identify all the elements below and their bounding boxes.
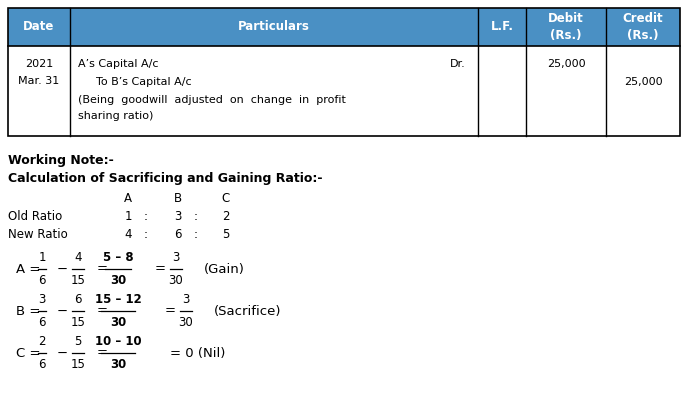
Text: (Sacrifice): (Sacrifice) bbox=[214, 305, 281, 317]
Text: Working Note:-: Working Note:- bbox=[8, 154, 114, 167]
Text: =: = bbox=[96, 263, 107, 276]
Text: Calculation of Sacrificing and Gaining Ratio:-: Calculation of Sacrificing and Gaining R… bbox=[8, 172, 323, 185]
Text: A: A bbox=[124, 191, 132, 205]
Bar bbox=[526, 46, 606, 136]
Bar bbox=[478, 8, 526, 46]
Text: :: : bbox=[194, 210, 198, 222]
Text: = 0 (Nil): = 0 (Nil) bbox=[170, 347, 226, 359]
Text: 4: 4 bbox=[74, 251, 82, 264]
Text: 5: 5 bbox=[74, 335, 82, 348]
Text: Old Ratio: Old Ratio bbox=[8, 210, 62, 222]
Text: −: − bbox=[56, 305, 67, 317]
Text: sharing ratio): sharing ratio) bbox=[78, 111, 153, 121]
Bar bbox=[70, 8, 478, 46]
Text: −: − bbox=[56, 347, 67, 359]
Text: (Being  goodwill  adjusted  on  change  in  profit: (Being goodwill adjusted on change in pr… bbox=[78, 95, 346, 105]
Text: B =: B = bbox=[16, 305, 45, 317]
Text: 3: 3 bbox=[174, 210, 182, 222]
Text: 5 – 8: 5 – 8 bbox=[103, 251, 133, 264]
Text: L.F.: L.F. bbox=[491, 20, 513, 34]
Text: =: = bbox=[96, 305, 107, 317]
Text: Mar. 31: Mar. 31 bbox=[19, 76, 60, 86]
Text: Particulars: Particulars bbox=[238, 20, 310, 34]
Text: (Gain): (Gain) bbox=[204, 263, 245, 276]
Bar bbox=[478, 46, 526, 136]
Text: 30: 30 bbox=[110, 274, 126, 287]
Text: A’s Capital A/c: A’s Capital A/c bbox=[78, 59, 158, 69]
Text: 3: 3 bbox=[39, 293, 45, 306]
Text: 30: 30 bbox=[110, 316, 126, 329]
Text: Dr.: Dr. bbox=[450, 59, 466, 69]
Text: 4: 4 bbox=[125, 227, 131, 241]
Text: 15: 15 bbox=[71, 316, 85, 329]
Text: 5: 5 bbox=[222, 227, 230, 241]
Bar bbox=[70, 46, 478, 136]
Bar bbox=[8, 8, 680, 136]
Text: =: = bbox=[96, 347, 107, 359]
Text: 2021: 2021 bbox=[25, 59, 53, 69]
Text: 15 – 12: 15 – 12 bbox=[95, 293, 141, 306]
Text: 3: 3 bbox=[182, 293, 190, 306]
Text: 3: 3 bbox=[172, 251, 180, 264]
Text: =: = bbox=[164, 305, 175, 317]
Text: :: : bbox=[144, 210, 148, 222]
Text: To B’s Capital A/c: To B’s Capital A/c bbox=[96, 77, 192, 87]
Text: 15: 15 bbox=[71, 274, 85, 287]
Text: :: : bbox=[194, 227, 198, 241]
Text: B: B bbox=[174, 191, 182, 205]
Text: 30: 30 bbox=[110, 358, 126, 371]
Bar bbox=[526, 8, 606, 46]
Text: New Ratio: New Ratio bbox=[8, 227, 67, 241]
Text: Debit
(Rs.): Debit (Rs.) bbox=[548, 12, 584, 42]
Text: 10 – 10: 10 – 10 bbox=[95, 335, 141, 348]
Text: 2: 2 bbox=[222, 210, 230, 222]
Bar bbox=[8, 46, 70, 136]
Text: C =: C = bbox=[16, 347, 45, 359]
Text: 1: 1 bbox=[125, 210, 131, 222]
Text: −: − bbox=[56, 263, 67, 276]
Text: =: = bbox=[155, 263, 166, 276]
Text: 6: 6 bbox=[74, 293, 82, 306]
Text: 2: 2 bbox=[39, 335, 45, 348]
Text: 6: 6 bbox=[39, 316, 45, 329]
Text: 6: 6 bbox=[174, 227, 182, 241]
Text: C: C bbox=[222, 191, 230, 205]
Bar bbox=[8, 8, 70, 46]
Text: 1: 1 bbox=[39, 251, 45, 264]
Text: 15: 15 bbox=[71, 358, 85, 371]
Text: 30: 30 bbox=[169, 274, 184, 287]
Text: Credit
(Rs.): Credit (Rs.) bbox=[623, 12, 663, 42]
Text: :: : bbox=[144, 227, 148, 241]
Text: 25,000: 25,000 bbox=[547, 59, 585, 69]
Bar bbox=[606, 46, 680, 136]
Text: 6: 6 bbox=[39, 274, 45, 287]
Text: 25,000: 25,000 bbox=[624, 77, 663, 87]
Text: 6: 6 bbox=[39, 358, 45, 371]
Text: Date: Date bbox=[23, 20, 54, 34]
Bar bbox=[606, 8, 680, 46]
Text: 30: 30 bbox=[179, 316, 193, 329]
Text: A =: A = bbox=[16, 263, 45, 276]
